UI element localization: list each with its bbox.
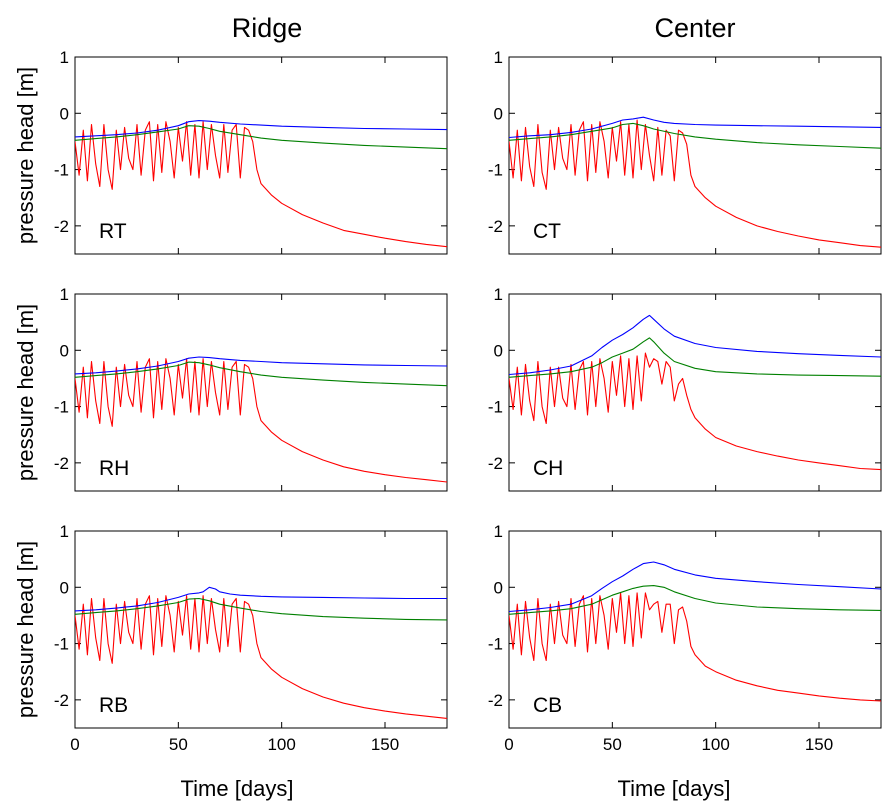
panel-ch: -2 -1 0 1 CH [488,285,882,492]
panels: -2 -1 0 1 RT pressure head [m] -2 -1 0 1 CT -2 -1 0 1 R… [13,48,882,754]
y-tick-label: -2 [54,691,69,710]
x-axis-title-center: Time [days] [618,776,731,801]
x-tick-label: 150 [371,735,399,754]
y-tick-label: 0 [494,341,503,360]
series-line-green [75,361,447,387]
plot-area [74,293,448,492]
plot-area [508,56,882,255]
y-tick-label: 0 [60,341,69,360]
y-tick-label: 1 [494,522,503,541]
panel-label: CB [533,694,562,717]
panel-rt: -2 -1 0 1 RT pressure head [m] [13,48,448,255]
y-tick-label: -2 [488,454,503,473]
series-line-blue [75,586,447,612]
y-tick-label: -1 [488,398,503,417]
x-tick-label: 100 [701,735,729,754]
panel-label: CH [533,457,563,480]
panel-label: CT [533,220,561,243]
y-tick-label: -1 [488,635,503,654]
y-tick-label: -1 [54,398,69,417]
plot-area [74,56,448,255]
y-axis-title: pressure head [m] [13,67,38,244]
y-tick-label: 0 [494,578,503,597]
series-line-blue [75,356,447,375]
series-line-green [509,585,881,615]
x-tick-label: 50 [169,735,188,754]
y-tick-label: 0 [60,578,69,597]
y-tick-label: -1 [54,635,69,654]
panel-label: RT [99,220,127,243]
y-tick-label: -2 [488,217,503,236]
series-line-blue [509,116,881,139]
series-line-blue [509,314,881,376]
panel-ct: -2 -1 0 1 CT [488,48,882,255]
y-tick-label: 1 [60,522,69,541]
panel-rb: -2 -1 0 1 0 50 100 150 RB pressure head [m] [13,522,448,754]
y-tick-label: -2 [488,691,503,710]
panel-cb: -2 -1 0 1 0 50 100 150 CB [488,522,882,754]
series-line-red [75,121,447,248]
x-tick-label: 100 [267,735,295,754]
x-tick-label: 0 [70,735,79,754]
x-axis-title-ridge: Time [days] [181,776,294,801]
y-axis-title: pressure head [m] [13,541,38,718]
series-line-green [509,122,881,149]
x-tick-label: 150 [805,735,833,754]
y-tick-label: -1 [488,161,503,180]
plot-area [508,293,882,492]
series-line-blue [509,561,881,613]
panel-label: RH [99,457,129,480]
series-line-green [75,597,447,621]
y-tick-label: -1 [54,161,69,180]
y-tick-label: 1 [60,48,69,67]
series-line-red [509,352,881,471]
series-line-blue [75,120,447,138]
series-line-red [509,119,881,248]
x-tick-label: 0 [504,735,513,754]
x-tick-label: 50 [603,735,622,754]
series-line-green [509,337,881,378]
series-line-red [509,592,881,702]
y-tick-label: -2 [54,217,69,236]
y-tick-label: 1 [494,285,503,304]
y-axis-title: pressure head [m] [13,304,38,481]
y-tick-label: 1 [494,48,503,67]
panel-label: RB [99,694,128,717]
y-tick-label: 0 [60,104,69,123]
y-tick-label: -2 [54,454,69,473]
panel-rh: -2 -1 0 1 RH pressure head [m] [13,285,448,492]
y-tick-label: 0 [494,104,503,123]
column-title-ridge: Ridge [232,13,303,43]
series-line-red [75,358,447,483]
plot-area [74,530,448,729]
y-tick-label: 1 [60,285,69,304]
series-line-green [75,125,447,150]
plot-area [508,530,882,729]
series-line-red [75,595,447,719]
column-title-center: Center [654,13,735,43]
